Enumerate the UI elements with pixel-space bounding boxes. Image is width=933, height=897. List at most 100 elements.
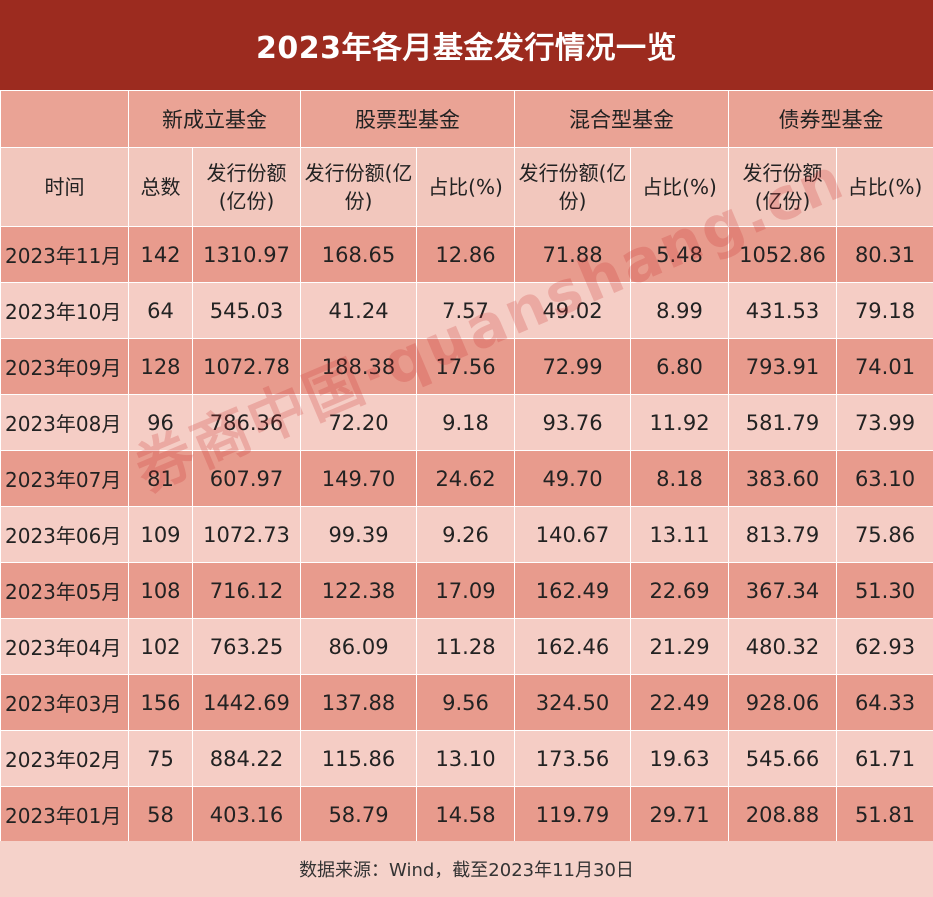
cell-month: 2023年11月 bbox=[0, 226, 129, 283]
cell-bond-ratio: 75.86 bbox=[836, 506, 933, 563]
cell-bond-ratio: 73.99 bbox=[836, 394, 933, 451]
cell-new-fund-amount: 1072.73 bbox=[192, 506, 301, 563]
table-row: 2023年01月 58 403.16 58.79 14.58 119.79 29.71 208… bbox=[0, 786, 933, 843]
cell-equity-amount: 99.39 bbox=[300, 506, 417, 563]
header-group-equity-funds: 股票型基金 bbox=[300, 90, 515, 148]
cell-equity-ratio: 9.56 bbox=[416, 674, 515, 731]
cell-hybrid-amount: 162.46 bbox=[514, 618, 631, 675]
table-row: 2023年03月 156 1442.69 137.88 9.56 324.50 22.49 9… bbox=[0, 674, 933, 731]
cell-equity-ratio: 9.18 bbox=[416, 394, 515, 451]
page-title: 2023年各月基金发行情况一览 bbox=[0, 0, 933, 90]
cell-bond-amount: 545.66 bbox=[728, 730, 837, 787]
cell-hybrid-amount: 49.70 bbox=[514, 450, 631, 507]
table-row: 2023年09月 128 1072.78 188.38 17.56 72.99 6.80 79… bbox=[0, 338, 933, 395]
cell-new-fund-count: 81 bbox=[128, 450, 193, 507]
cell-month: 2023年10月 bbox=[0, 282, 129, 339]
cell-equity-amount: 72.20 bbox=[300, 394, 417, 451]
fund-issuance-table: 新成立基金 股票型基金 混合型基金 债券型基金 时间 总数 发行份额(亿份) 发… bbox=[0, 90, 933, 843]
cell-equity-ratio: 13.10 bbox=[416, 730, 515, 787]
source-note: 数据来源：Wind，截至2023年11月30日 bbox=[0, 841, 933, 897]
cell-month: 2023年02月 bbox=[0, 730, 129, 787]
cell-bond-ratio: 51.30 bbox=[836, 562, 933, 619]
cell-month: 2023年09月 bbox=[0, 338, 129, 395]
table-row: 2023年02月 75 884.22 115.86 13.10 173.56 19.63 54… bbox=[0, 730, 933, 787]
cell-equity-ratio: 14.58 bbox=[416, 786, 515, 843]
header-empty-cell bbox=[0, 90, 129, 148]
header-bond-ratio: 占比(%) bbox=[836, 147, 933, 227]
cell-new-fund-count: 142 bbox=[128, 226, 193, 283]
cell-equity-ratio: 11.28 bbox=[416, 618, 515, 675]
cell-bond-ratio: 64.33 bbox=[836, 674, 933, 731]
cell-hybrid-ratio: 19.63 bbox=[630, 730, 729, 787]
cell-month: 2023年08月 bbox=[0, 394, 129, 451]
cell-new-fund-count: 128 bbox=[128, 338, 193, 395]
cell-new-fund-amount: 545.03 bbox=[192, 282, 301, 339]
cell-bond-amount: 431.53 bbox=[728, 282, 837, 339]
header-group-row: 新成立基金 股票型基金 混合型基金 债券型基金 bbox=[0, 90, 933, 148]
header-bond-amount: 发行份额(亿份) bbox=[728, 147, 837, 227]
cell-new-fund-count: 75 bbox=[128, 730, 193, 787]
cell-new-fund-count: 58 bbox=[128, 786, 193, 843]
cell-equity-amount: 41.24 bbox=[300, 282, 417, 339]
cell-new-fund-count: 109 bbox=[128, 506, 193, 563]
header-hybrid-amount: 发行份额(亿份) bbox=[514, 147, 631, 227]
cell-equity-amount: 137.88 bbox=[300, 674, 417, 731]
cell-bond-amount: 383.60 bbox=[728, 450, 837, 507]
cell-hybrid-ratio: 8.18 bbox=[630, 450, 729, 507]
cell-new-fund-amount: 763.25 bbox=[192, 618, 301, 675]
cell-bond-ratio: 62.93 bbox=[836, 618, 933, 675]
cell-equity-amount: 86.09 bbox=[300, 618, 417, 675]
cell-month: 2023年01月 bbox=[0, 786, 129, 843]
cell-hybrid-amount: 140.67 bbox=[514, 506, 631, 563]
cell-month: 2023年05月 bbox=[0, 562, 129, 619]
cell-bond-amount: 480.32 bbox=[728, 618, 837, 675]
cell-hybrid-ratio: 11.92 bbox=[630, 394, 729, 451]
cell-new-fund-amount: 716.12 bbox=[192, 562, 301, 619]
table-row: 2023年10月 64 545.03 41.24 7.57 49.02 8.99 431.53… bbox=[0, 282, 933, 339]
cell-bond-ratio: 61.71 bbox=[836, 730, 933, 787]
cell-hybrid-ratio: 6.80 bbox=[630, 338, 729, 395]
cell-new-fund-count: 96 bbox=[128, 394, 193, 451]
table-row: 2023年07月 81 607.97 149.70 24.62 49.70 8.18 383.… bbox=[0, 450, 933, 507]
header-equity-amount: 发行份额(亿份) bbox=[300, 147, 417, 227]
cell-new-fund-amount: 1072.78 bbox=[192, 338, 301, 395]
cell-equity-amount: 122.38 bbox=[300, 562, 417, 619]
cell-equity-amount: 115.86 bbox=[300, 730, 417, 787]
cell-hybrid-ratio: 5.48 bbox=[630, 226, 729, 283]
cell-new-fund-amount: 884.22 bbox=[192, 730, 301, 787]
header-equity-ratio: 占比(%) bbox=[416, 147, 515, 227]
cell-hybrid-amount: 119.79 bbox=[514, 786, 631, 843]
cell-month: 2023年07月 bbox=[0, 450, 129, 507]
cell-equity-amount: 168.65 bbox=[300, 226, 417, 283]
cell-hybrid-amount: 93.76 bbox=[514, 394, 631, 451]
table-row: 2023年04月 102 763.25 86.09 11.28 162.46 21.29 48… bbox=[0, 618, 933, 675]
table-row: 2023年05月 108 716.12 122.38 17.09 162.49 22.69 3… bbox=[0, 562, 933, 619]
cell-hybrid-ratio: 29.71 bbox=[630, 786, 729, 843]
cell-new-fund-amount: 607.97 bbox=[192, 450, 301, 507]
cell-hybrid-ratio: 8.99 bbox=[630, 282, 729, 339]
cell-hybrid-ratio: 13.11 bbox=[630, 506, 729, 563]
cell-bond-amount: 367.34 bbox=[728, 562, 837, 619]
cell-new-fund-count: 64 bbox=[128, 282, 193, 339]
header-column-row: 时间 总数 发行份额(亿份) 发行份额(亿份) 占比(%) 发行份额(亿份) 占… bbox=[0, 147, 933, 227]
cell-bond-amount: 1052.86 bbox=[728, 226, 837, 283]
table-row: 2023年08月 96 786.36 72.20 9.18 93.76 11.92 581.7… bbox=[0, 394, 933, 451]
cell-new-fund-count: 108 bbox=[128, 562, 193, 619]
cell-hybrid-amount: 72.99 bbox=[514, 338, 631, 395]
cell-month: 2023年06月 bbox=[0, 506, 129, 563]
cell-equity-amount: 149.70 bbox=[300, 450, 417, 507]
cell-hybrid-amount: 324.50 bbox=[514, 674, 631, 731]
cell-equity-ratio: 17.56 bbox=[416, 338, 515, 395]
cell-new-fund-count: 156 bbox=[128, 674, 193, 731]
cell-hybrid-amount: 49.02 bbox=[514, 282, 631, 339]
header-hybrid-ratio: 占比(%) bbox=[630, 147, 729, 227]
cell-equity-ratio: 17.09 bbox=[416, 562, 515, 619]
cell-bond-ratio: 80.31 bbox=[836, 226, 933, 283]
table-row: 2023年06月 109 1072.73 99.39 9.26 140.67 13.11 81… bbox=[0, 506, 933, 563]
cell-new-fund-amount: 786.36 bbox=[192, 394, 301, 451]
cell-bond-ratio: 51.81 bbox=[836, 786, 933, 843]
cell-month: 2023年04月 bbox=[0, 618, 129, 675]
cell-hybrid-amount: 162.49 bbox=[514, 562, 631, 619]
cell-equity-amount: 188.38 bbox=[300, 338, 417, 395]
cell-bond-amount: 581.79 bbox=[728, 394, 837, 451]
